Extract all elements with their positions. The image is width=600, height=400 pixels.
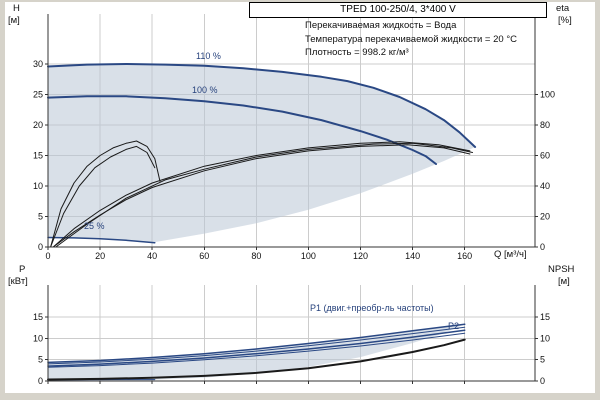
y-right-tick-label: 40 — [540, 181, 550, 191]
series-head-110-pct — [47, 63, 477, 148]
y-left-tick-label: 20 — [33, 120, 43, 130]
series-npsh — [47, 338, 466, 381]
y-right-tick-label: 60 — [540, 151, 550, 161]
series-eff-pump-1 — [52, 141, 471, 248]
y-left-tick-label: 15 — [33, 151, 43, 161]
y-right-tick-label: 15 — [540, 312, 550, 322]
series-p2-lower — [47, 332, 466, 368]
info-line-fluid: Перекачиваемая жидкость = Вода — [305, 20, 457, 31]
x-tick-label: 100 — [301, 251, 316, 261]
chart-group: 0 20 40 60 80 100 120 140 160 0 5 10 15 20 25 30 0 20 40 60… — [33, 14, 555, 261]
allowed-operating-envelope — [48, 64, 476, 243]
series-p1-lower — [47, 326, 466, 365]
info-line-temperature: Температура перекачиваемой жидкости = 20… — [305, 33, 517, 45]
pump-model-title: TPED 100-250/4, 3*400 V — [249, 2, 547, 18]
y-right-tick-label: 5 — [540, 355, 545, 365]
y-right-tick-label: 0 — [540, 242, 545, 252]
series-eff-25-b — [50, 145, 156, 248]
y-left-tick-label: 0 — [38, 376, 43, 386]
y-left-tick-label: 30 — [33, 59, 43, 69]
y-left-tick-label: 0 — [38, 242, 43, 252]
y-left-tick-label: 15 — [33, 312, 43, 322]
y-left-tick-label: 10 — [33, 181, 43, 191]
y-right-tick-label: 100 — [540, 90, 555, 100]
series-eff-25-a — [50, 140, 161, 248]
y-left-tick-label: 5 — [38, 355, 43, 365]
x-tick-label: 80 — [251, 251, 261, 261]
y-left-tick-label: 10 — [33, 333, 43, 343]
y-right-tick-label: 0 — [540, 376, 545, 386]
x-tick-label: 60 — [199, 251, 209, 261]
x-tick-label: 160 — [457, 251, 472, 261]
chart-group: 0 5 10 15 0 5 10 15 — [33, 285, 550, 386]
info-line-density: Плотность = 998.2 кг/м³ — [305, 47, 409, 58]
y-right-tick-label: 80 — [540, 120, 550, 130]
y-right-tick-label: 20 — [540, 212, 550, 222]
series-p2-upper — [47, 329, 466, 367]
y-left-tick-label: 25 — [33, 90, 43, 100]
y-left-tick-label: 5 — [38, 212, 43, 222]
series-p1-upper — [47, 323, 466, 364]
y-right-tick-label: 10 — [540, 333, 550, 343]
series-eff-pump-3 — [55, 142, 473, 248]
x-tick-label: 40 — [147, 251, 157, 261]
x-tick-label: 0 — [45, 251, 50, 261]
x-tick-label: 20 — [95, 251, 105, 261]
operating-conditions: Перекачиваемая жидкость = Вода Температу… — [305, 19, 517, 60]
x-tick-label: 140 — [405, 251, 420, 261]
x-tick-label: 120 — [353, 251, 368, 261]
series-head-100-pct — [47, 95, 437, 165]
